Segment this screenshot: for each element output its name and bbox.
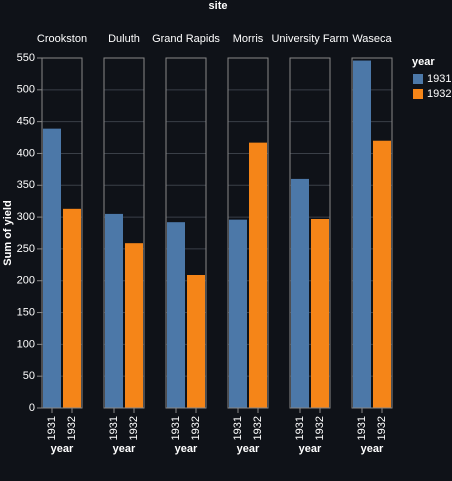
y-tick-label: 200 (17, 275, 35, 287)
bar (63, 208, 81, 408)
facet-header: Duluth (108, 33, 140, 45)
bar (311, 219, 329, 408)
legend-swatch (413, 74, 423, 84)
facet-frame (165, 57, 207, 409)
facet-frame (227, 57, 269, 409)
x-tick-label: 1932 (376, 416, 388, 440)
x-tick-label: 1932 (66, 416, 78, 440)
x-tick-label: 1932 (128, 416, 140, 440)
x-tick-label: 1932 (252, 416, 264, 440)
x-axis-title: year (361, 443, 384, 455)
bar (373, 140, 391, 408)
bar (43, 128, 61, 409)
facet-frame (103, 57, 145, 409)
facet-header: Grand Rapids (152, 33, 220, 45)
y-tick-label: 400 (17, 147, 35, 159)
x-tick-label: 1932 (190, 416, 202, 440)
bar (229, 219, 247, 408)
bar (187, 275, 205, 408)
legend-title: year (412, 56, 435, 68)
x-tick-label: 1932 (314, 416, 326, 440)
facet-header: Waseca (352, 33, 392, 45)
bar (291, 178, 309, 408)
y-axis-title: Sum of yield (2, 200, 14, 265)
x-axis-title: year (237, 443, 260, 455)
legend-label: 1931 (427, 73, 451, 85)
bar (167, 222, 185, 408)
x-tick-label: 1931 (170, 416, 182, 440)
x-axis-title: year (51, 443, 74, 455)
bar (105, 213, 123, 408)
legend-swatch (413, 89, 423, 99)
bar (249, 142, 267, 409)
legend-label: 1932 (427, 88, 451, 100)
x-tick-label: 1931 (294, 416, 306, 440)
y-tick-label: 100 (17, 338, 35, 350)
x-axis-title: year (175, 443, 198, 455)
y-tick-label: 0 (29, 402, 35, 414)
bar (353, 60, 371, 408)
y-tick-label: 50 (23, 370, 35, 382)
y-tick-label: 350 (17, 179, 35, 191)
facet-frame (289, 57, 331, 409)
facet-header: University Farm (271, 33, 348, 45)
y-tick-label: 450 (17, 116, 35, 128)
y-tick-label: 300 (17, 211, 35, 223)
x-axis-title: year (113, 443, 136, 455)
y-tick-label: 500 (17, 84, 35, 96)
y-tick-label: 550 (17, 52, 35, 64)
facet-header: Crookston (37, 33, 87, 45)
facet-header: Morris (233, 33, 264, 45)
chart-title: site (209, 0, 228, 12)
bar (125, 243, 143, 408)
y-tick-label: 250 (17, 243, 35, 255)
x-axis-title: year (299, 443, 322, 455)
facet-frame (41, 57, 83, 409)
x-tick-label: 1931 (232, 416, 244, 440)
x-tick-label: 1931 (356, 416, 368, 440)
x-tick-label: 1931 (46, 416, 58, 440)
facet-frame (351, 57, 393, 409)
y-tick-label: 150 (17, 306, 35, 318)
x-tick-label: 1931 (108, 416, 120, 440)
